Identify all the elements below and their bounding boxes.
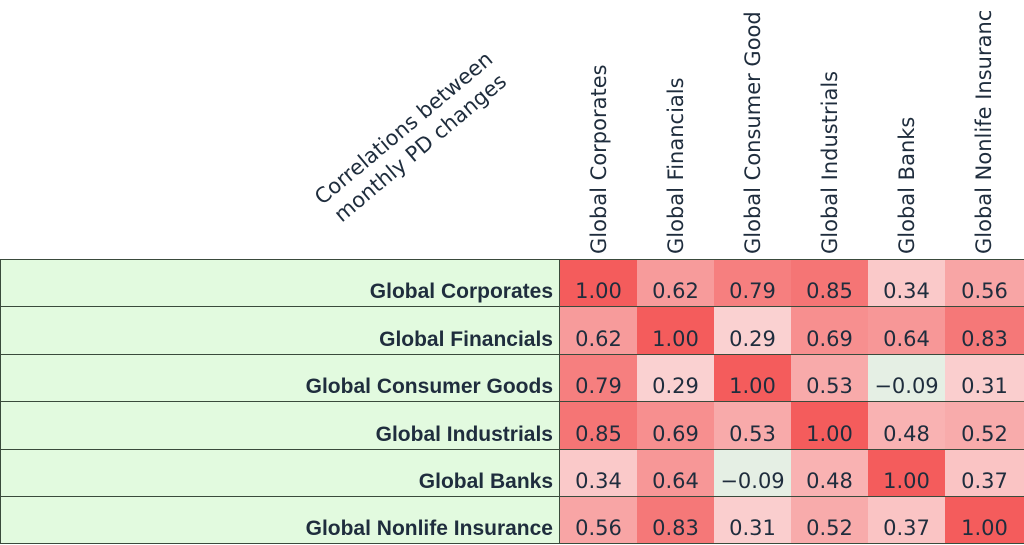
row-divider: [0, 354, 1024, 355]
heatmap-cell: 0.69: [637, 401, 714, 449]
heatmap-cell: 0.62: [560, 306, 637, 354]
row-divider: [0, 306, 1024, 307]
heatmap-cell: 0.48: [868, 401, 945, 449]
heatmap-cell: −0.09: [868, 353, 945, 402]
heatmap-cell: 0.31: [945, 353, 1024, 402]
heatmap-cell: 0.31: [714, 496, 791, 544]
row-label: Global Financials: [0, 306, 560, 355]
heatmap-cell: 0.85: [560, 401, 637, 449]
heatmap-cell: 0.56: [560, 496, 637, 544]
column-header: Global Consumer Good: [740, 11, 765, 254]
heatmap-cell: 1.00: [560, 259, 637, 307]
heatmap-cell: 1.00: [945, 496, 1024, 544]
heatmap-cell: 0.53: [791, 353, 868, 402]
heatmap-cell: 0.79: [714, 259, 791, 307]
heatmap-cell: 1.00: [637, 306, 714, 354]
heatmap-cell: 0.85: [791, 259, 868, 307]
heatmap-cell: 0.34: [868, 259, 945, 307]
heatmap-cell: 1.00: [868, 448, 945, 496]
column-header: Global Industrials: [817, 70, 842, 254]
row-label: Global Industrials: [0, 401, 560, 450]
heatmap-cell: 0.29: [637, 353, 714, 402]
heatmap-cell: 0.29: [714, 306, 791, 354]
heatmap-cell: 1.00: [714, 353, 791, 402]
row-divider: [0, 259, 1024, 260]
heatmap-cell: 0.56: [945, 259, 1024, 307]
column-header: Global Financials: [663, 77, 688, 254]
heatmap-cell: 0.53: [714, 401, 791, 449]
heatmap-cell: 0.69: [791, 306, 868, 354]
row-label: Global Banks: [0, 448, 560, 497]
heatmap-cell: 0.37: [945, 448, 1024, 496]
heatmap-cell: 0.52: [945, 401, 1024, 449]
heatmap-cell: 0.79: [560, 353, 637, 402]
heatmap-cell: 0.64: [637, 448, 714, 496]
corner-title-line-2: monthly PD changes: [329, 69, 512, 227]
column-header: Global Banks: [894, 116, 919, 254]
row-divider: [0, 401, 1024, 402]
heatmap-cell: −0.09: [714, 448, 791, 496]
heatmap-cell: 0.34: [560, 448, 637, 496]
column-header: Global Corporates: [586, 64, 611, 254]
heatmap-cell: 0.62: [637, 259, 714, 307]
heatmap-cell: 0.83: [637, 496, 714, 544]
heatmap-cell: 1.00: [791, 401, 868, 449]
heatmap-cell: 0.52: [791, 496, 868, 544]
heatmap-cell: 0.64: [868, 306, 945, 354]
corner-title-line-1: Correlations between: [310, 46, 498, 210]
row-divider: [0, 449, 1024, 450]
row-label: Global Corporates: [0, 259, 560, 308]
column-header: Global Nonlife Insuranc: [971, 9, 996, 254]
row-divider: [0, 496, 1024, 497]
heatmap-cell: 0.37: [868, 496, 945, 544]
corner-title: Correlations between monthly PD changes: [309, 46, 514, 230]
heatmap-cell: 0.48: [791, 448, 868, 496]
heatmap-cell: 0.83: [945, 306, 1024, 354]
row-label: Global Nonlife Insurance: [0, 496, 560, 545]
row-divider: [0, 543, 1024, 544]
row-label: Global Consumer Goods: [0, 353, 560, 403]
